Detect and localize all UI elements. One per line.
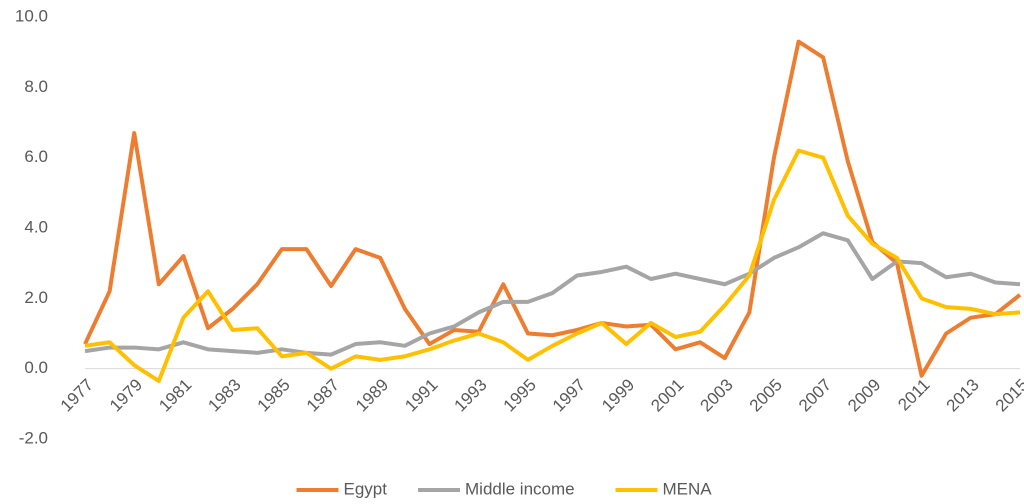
y-tick-label: -2.0 bbox=[19, 428, 48, 447]
x-tick-label: 2005 bbox=[746, 375, 786, 415]
x-tick-label: 1985 bbox=[254, 375, 294, 415]
x-tick-label: 1997 bbox=[549, 375, 589, 415]
x-tick-label: 2013 bbox=[943, 375, 983, 415]
x-tick-label: 1995 bbox=[500, 375, 540, 415]
y-tick-label: 0.0 bbox=[24, 358, 48, 377]
x-tick-label: 1983 bbox=[204, 375, 244, 415]
series-line bbox=[84, 148, 1021, 383]
y-tick-label: 2.0 bbox=[24, 288, 48, 307]
y-tick-label: 8.0 bbox=[24, 77, 48, 96]
x-tick-label: 1977 bbox=[57, 375, 97, 415]
x-tick-label: 2011 bbox=[894, 375, 933, 414]
x-tick-label: 2003 bbox=[697, 375, 737, 415]
x-tick-label: 1991 bbox=[401, 375, 441, 415]
x-tick-label: 1981 bbox=[155, 375, 195, 415]
legend-label: MENA bbox=[663, 479, 713, 498]
legend-label: Middle income bbox=[465, 479, 575, 498]
x-tick-label: 1993 bbox=[451, 375, 491, 415]
x-tick-label: 1979 bbox=[106, 375, 146, 415]
legend-label: Egypt bbox=[344, 479, 388, 498]
x-tick-label: 2015 bbox=[992, 375, 1024, 415]
x-tick-label: 1987 bbox=[303, 375, 343, 415]
x-tick-label: 2009 bbox=[844, 375, 884, 415]
x-tick-label: 2001 bbox=[647, 375, 687, 415]
series-line bbox=[84, 231, 1021, 357]
y-tick-label: 4.0 bbox=[24, 217, 48, 236]
x-tick-label: 2007 bbox=[795, 375, 835, 415]
y-tick-label: 6.0 bbox=[24, 147, 48, 166]
series-line bbox=[83, 39, 1022, 378]
x-tick-label: 1989 bbox=[352, 375, 392, 415]
y-tick-label: 10.0 bbox=[15, 6, 48, 25]
x-tick-label: 1999 bbox=[598, 375, 638, 415]
